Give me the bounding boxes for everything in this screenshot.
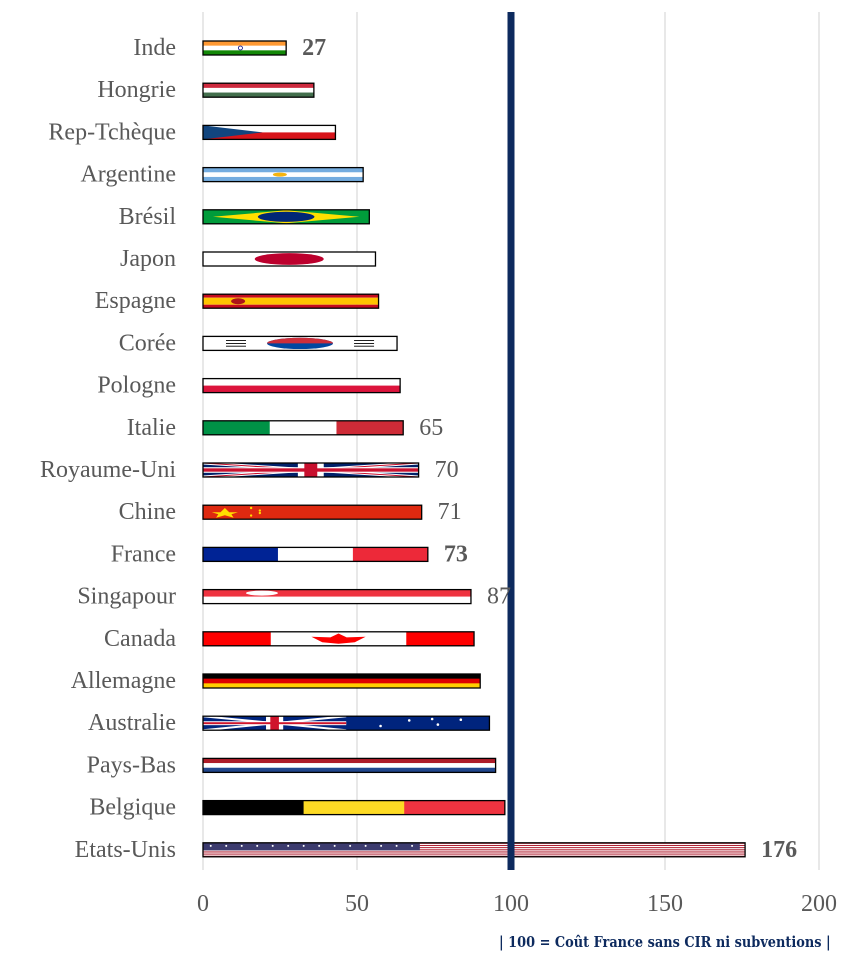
bar-14 <box>202 631 475 647</box>
category-label-12: France <box>111 541 176 567</box>
bar-14-flag <box>203 631 475 646</box>
category-label-19: Etats-Unis <box>75 837 176 863</box>
bar-8-flag <box>203 378 401 393</box>
bar-6 <box>202 293 380 309</box>
bar-3 <box>202 166 364 183</box>
bar-7-flag <box>203 336 398 351</box>
bar-0-flag <box>203 41 287 55</box>
category-label-3: Argentine <box>80 162 176 188</box>
bar-15-flag <box>203 674 481 688</box>
bar-13 <box>202 588 472 605</box>
category-label-10: Royaume-Uni <box>40 457 176 483</box>
bar-18 <box>202 799 506 816</box>
x-axis-ticks: 0 50 100 150 200 <box>197 891 837 917</box>
data-label-1: 65 <box>419 415 443 441</box>
bar-3-flag <box>203 167 364 182</box>
x-tick-label-1: 50 <box>345 891 369 917</box>
category-label-18: Belgique <box>89 795 176 821</box>
reference-line-group <box>507 12 515 870</box>
bar-15 <box>202 673 481 689</box>
category-label-9: Italie <box>127 415 176 441</box>
x-tick-label-0: 0 <box>197 891 209 917</box>
data-label-5: 87 <box>487 584 511 610</box>
footnote: | 100 = Coût France sans CIR ni subventi… <box>499 933 831 951</box>
category-label-17: Pays-Bas <box>87 752 176 778</box>
bar-12 <box>202 546 429 563</box>
bar-8 <box>202 377 401 394</box>
bar-2-flag <box>203 125 336 140</box>
bar-12-flag <box>203 547 428 562</box>
x-tick-label-3: 150 <box>647 891 683 917</box>
x-tick-label-4: 200 <box>801 891 837 917</box>
category-label-0: Inde <box>133 35 176 61</box>
bar-9 <box>202 420 404 436</box>
data-label-2: 70 <box>435 457 459 483</box>
data-label-3: 71 <box>438 499 462 525</box>
data-label-4: 73 <box>444 541 468 567</box>
category-label-14: Canada <box>104 626 176 652</box>
bar-16 <box>202 715 491 731</box>
bar-16-flag <box>203 716 490 731</box>
bar-1-flag <box>203 83 314 98</box>
category-label-7: Corée <box>119 330 176 356</box>
bar-6-flag <box>203 294 379 309</box>
bar-5-flag <box>203 252 376 266</box>
category-label-16: Australie <box>88 710 176 736</box>
bar-7 <box>202 335 398 352</box>
bar-4-flag <box>203 209 370 224</box>
category-labels: Inde Hongrie Rep-Tchèque Argentine Brésil Jap… <box>40 35 176 863</box>
reference-line <box>507 12 515 870</box>
category-label-1: Hongrie <box>97 77 176 103</box>
bar-11 <box>202 504 423 520</box>
bar-9-flag <box>203 420 404 435</box>
category-label-5: Japon <box>120 246 176 272</box>
category-label-6: Espagne <box>95 288 176 314</box>
bars <box>202 40 746 858</box>
bar-19 <box>202 842 746 858</box>
bar-chart: Inde Hongrie Rep-Tchèque Argentine Brésil Jap… <box>40 12 837 917</box>
bar-13-flag <box>203 589 471 604</box>
bar-18-flag <box>203 800 505 815</box>
category-label-4: Brésil <box>119 204 177 230</box>
bar-17 <box>202 757 497 774</box>
bar-11-flag <box>203 505 422 520</box>
bar-0 <box>202 40 287 56</box>
data-labels: 27 65 70 71 73 87 176 <box>302 35 797 863</box>
bar-4 <box>202 209 370 225</box>
data-label-0: 27 <box>302 35 326 61</box>
bar-1 <box>202 82 315 98</box>
bar-5 <box>202 251 377 267</box>
category-label-2: Rep-Tchèque <box>48 119 176 145</box>
bar-19-flag <box>203 842 746 857</box>
category-label-11: Chine <box>119 499 176 525</box>
category-label-13: Singapour <box>77 584 176 610</box>
bar-10 <box>202 462 420 478</box>
category-label-8: Pologne <box>97 373 176 399</box>
bar-17-flag <box>203 758 496 773</box>
bar-10-flag <box>203 463 419 477</box>
x-tick-label-2: 100 <box>493 891 529 917</box>
category-label-15: Allemagne <box>71 668 176 694</box>
data-label-6: 176 <box>761 837 797 863</box>
bar-2 <box>202 124 337 141</box>
